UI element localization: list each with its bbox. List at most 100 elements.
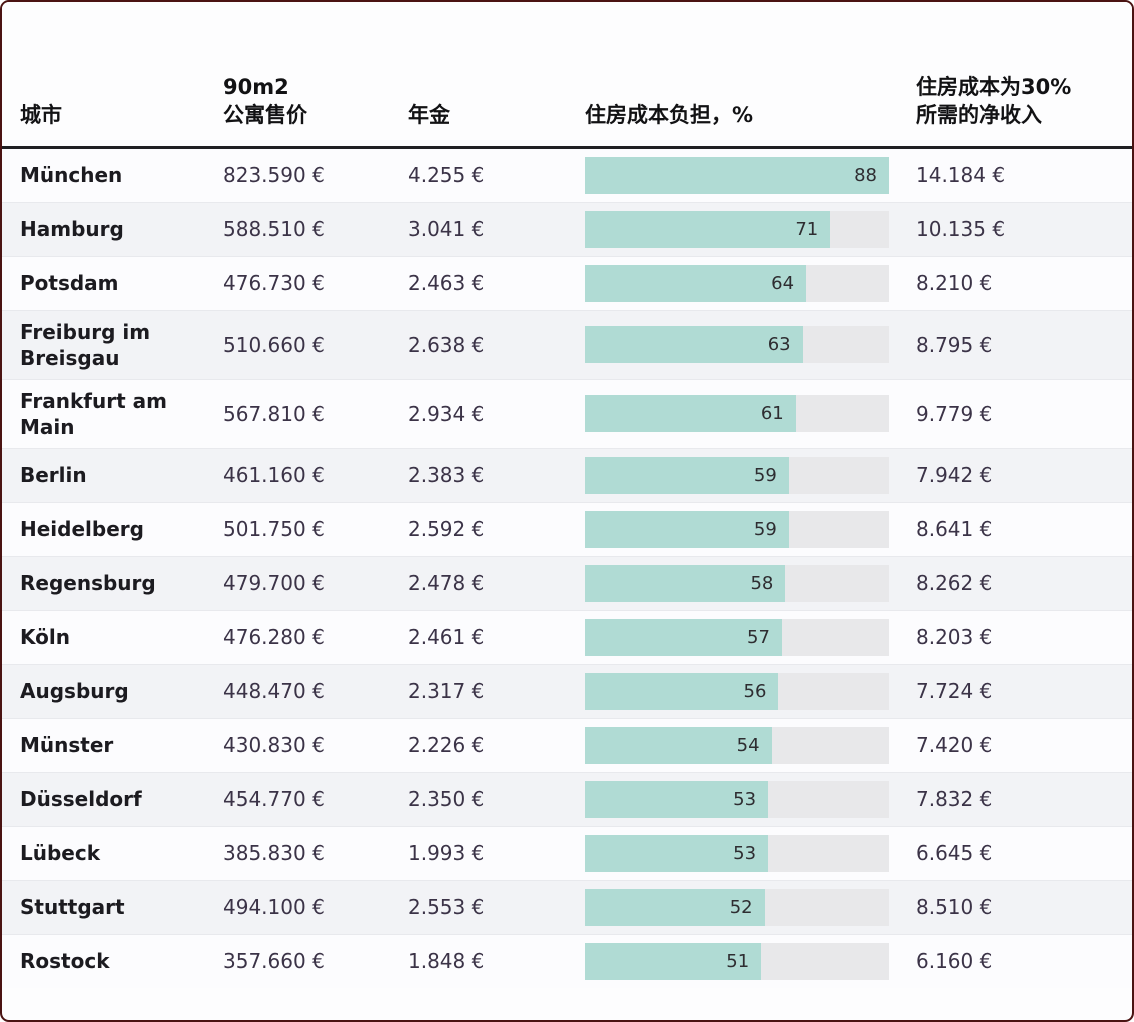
income-cell: 6.645 € [902, 825, 1132, 880]
col-header-city-label: 城市 [20, 103, 62, 128]
income-cell: 8.262 € [902, 555, 1132, 610]
burden-bar-fill: 58 [585, 564, 786, 602]
col-header-burden-label: 住房成本负担，% [585, 103, 754, 128]
burden-bar-fill: 53 [585, 834, 769, 872]
burden-bar-track: 59 [585, 456, 889, 494]
income-cell: 14.184 € [916, 163, 1006, 187]
city-cell: Stuttgart [2, 879, 207, 934]
annuity-cell: 2.592 € [392, 501, 572, 556]
burden-value-label: 63 [767, 334, 791, 355]
price-cell: 479.700 € [207, 555, 392, 610]
income-cell: 7.942 € [902, 447, 1132, 502]
city-name: Köln [20, 625, 70, 649]
burden-value-label: 88 [854, 164, 877, 186]
burden-bar-fill: 59 [585, 456, 789, 494]
income-cell: 8.795 € [902, 309, 1132, 379]
city-cell: Freiburg im Breisgau [2, 309, 207, 379]
burden-value-label: 61 [760, 403, 784, 424]
annuity-cell: 1.848 € [392, 933, 572, 988]
burden-bar-track: 59 [585, 510, 889, 548]
price-cell: 448.470 € [207, 663, 392, 718]
burden-cell: 71 [572, 201, 902, 256]
annuity-cell: 2.317 € [392, 663, 572, 718]
burden-bar-track: 52 [585, 888, 889, 926]
burden-value-label: 71 [795, 218, 819, 240]
income-cell: 8.203 € [902, 609, 1132, 664]
burden-cell: 52 [572, 879, 902, 934]
burden-bar-track: 56 [585, 672, 889, 710]
burden-cell: 59 [572, 447, 902, 502]
table-row: Köln 476.280 € 2.461 € 57 8.203 € [2, 609, 1132, 664]
price-cell: 510.660 € [207, 309, 392, 379]
burden-cell: 88 [572, 147, 902, 202]
burden-value-label: 54 [736, 734, 760, 756]
burden-bar-fill: 64 [585, 264, 807, 302]
col-header-city: 城市 [2, 2, 207, 149]
table-row: Frankfurt am Main 567.810 € 2.934 € 61 9… [2, 378, 1132, 448]
annuity-cell: 2.383 € [392, 447, 572, 502]
annuity-cell: 2.226 € [392, 717, 572, 772]
price-cell: 823.590 € [223, 163, 325, 187]
burden-value-label: 58 [750, 572, 774, 594]
burden-cell: 56 [572, 663, 902, 718]
city-name: Lübeck [20, 841, 101, 865]
table-row: Hamburg 588.510 € 3.041 € 71 10.135 € [2, 201, 1132, 256]
city-name: Münster [20, 733, 114, 757]
burden-bar-track: 53 [585, 780, 889, 818]
income-cell: 8.510 € [902, 879, 1132, 934]
city-name: Heidelberg [20, 517, 144, 541]
table-row: Potsdam 476.730 € 2.463 € 64 8.210 € [2, 255, 1132, 310]
city-name: München [20, 163, 123, 187]
income-cell: 10.135 € [902, 201, 1132, 256]
housing-cost-table: 城市 90m2 公寓售价 年金 住房成本负担，% 住房成本为30% 所需的净收入 [2, 2, 1132, 988]
burden-value-label: 53 [733, 842, 757, 864]
city-cell: Münster [2, 717, 207, 772]
income-cell: 9.779 € [902, 378, 1132, 448]
col-header-income: 住房成本为30% 所需的净收入 [902, 2, 1132, 149]
burden-value-label: 59 [753, 464, 777, 486]
burden-bar-fill: 52 [585, 888, 765, 926]
city-cell: Frankfurt am Main [2, 378, 207, 448]
burden-cell: 54 [572, 717, 902, 772]
burden-value-label: 64 [771, 272, 795, 294]
burden-value-label: 51 [726, 950, 750, 972]
income-cell: 8.641 € [902, 501, 1132, 556]
burden-bar-fill: 63 [585, 326, 803, 363]
city-name: Hamburg [20, 217, 124, 241]
price-cell: 454.770 € [207, 771, 392, 826]
burden-bar-track: 88 [585, 156, 889, 194]
city-name: Rostock [20, 949, 110, 973]
table-row: Stuttgart 494.100 € 2.553 € 52 8.510 € [2, 879, 1132, 934]
burden-cell: 64 [572, 255, 902, 310]
table-row: München 823.590 € 4.255 € 88 14.184 € [2, 147, 1132, 202]
income-cell: 8.210 € [902, 255, 1132, 310]
burden-bar-track: 63 [585, 326, 889, 363]
annuity-cell: 4.255 € [408, 163, 485, 187]
city-cell: Rostock [2, 933, 207, 988]
burden-bar-track: 54 [585, 726, 889, 764]
price-cell: 501.750 € [207, 501, 392, 556]
burden-cell: 63 [572, 309, 902, 379]
income-cell: 6.160 € [902, 933, 1132, 988]
price-cell: 385.830 € [207, 825, 392, 880]
burden-bar-fill: 54 [585, 726, 772, 764]
col-header-price-line1: 90m2 [223, 74, 289, 99]
table-row: Regensburg 479.700 € 2.478 € 58 8.262 € [2, 555, 1132, 610]
burden-value-label: 56 [743, 680, 767, 702]
burden-bar-track: 57 [585, 618, 889, 656]
annuity-cell: 3.041 € [392, 201, 572, 256]
burden-bar-fill: 57 [585, 618, 782, 656]
burden-bar-fill: 71 [585, 210, 831, 248]
burden-cell: 61 [572, 378, 902, 448]
header-row: 城市 90m2 公寓售价 年金 住房成本负担，% 住房成本为30% 所需的净收入 [2, 2, 1132, 149]
col-header-price: 90m2 公寓售价 [207, 2, 392, 149]
price-cell: 567.810 € [207, 378, 392, 448]
col-header-price-line2: 公寓售价 [223, 103, 307, 128]
annuity-cell: 2.553 € [392, 879, 572, 934]
city-cell: Augsburg [2, 663, 207, 718]
table-row: Berlin 461.160 € 2.383 € 59 7.942 € [2, 447, 1132, 502]
annuity-cell: 2.350 € [392, 771, 572, 826]
table-row: Freiburg im Breisgau 510.660 € 2.638 € 6… [2, 309, 1132, 379]
burden-bar-track: 58 [585, 564, 889, 602]
table-row: Lübeck 385.830 € 1.993 € 53 6.645 € [2, 825, 1132, 880]
